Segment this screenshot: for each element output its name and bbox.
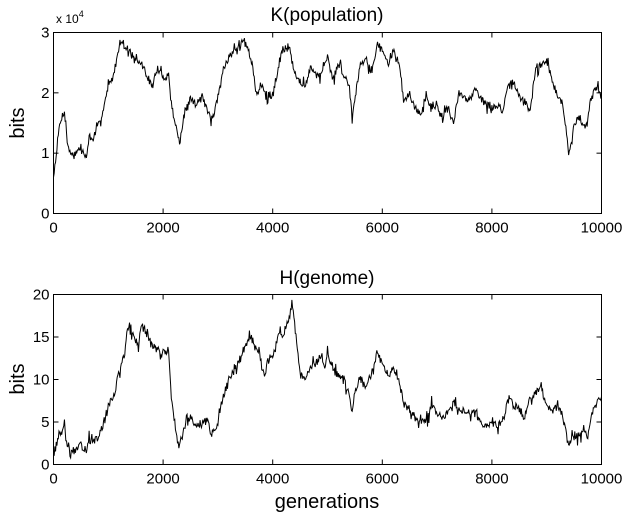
h-genome-axes-box [53,294,602,465]
x-tick-label: 6000 [366,220,399,237]
y-tick-label: 20 [33,287,50,304]
h-genome-panel: H(genome) bits generations 0 2000 4000 6000… [7,268,622,513]
k-population-axes-box [53,32,602,214]
x-tick-label: 0 [49,471,57,488]
x-axis-label: generations [275,491,380,513]
x-tick-label: 8000 [475,471,508,488]
x-tick-label: 0 [49,220,57,237]
y-tick-label: 15 [33,329,50,346]
x-tick-label: 8000 [475,220,508,237]
x-tick-label: 2000 [146,471,179,488]
y-tick-label: 0 [41,457,49,474]
k-population-line [53,38,602,178]
x-tick-label: 10000 [581,471,623,488]
y-multiplier-label: x 104 [56,9,84,26]
y-tick-label: 1 [41,145,49,162]
y-tick-label: 3 [41,25,49,42]
x-tick-label: 4000 [256,220,289,237]
y-tick-label: 10 [33,372,50,389]
x-tick-label: 10000 [581,220,623,237]
x-tick-label: 2000 [146,220,179,237]
h-genome-title: H(genome) [279,268,374,289]
k-population-ticks: 0 2000 4000 6000 8000 10000 0 1 2 3 [41,25,622,237]
h-genome-ticks: 0 2000 4000 6000 8000 10000 0 5 10 15 20 [33,287,623,488]
k-population-panel: K(population) x 104 bits 0 2000 4000 6000 80… [7,5,622,237]
k-population-y-axis-label: bits [7,107,29,138]
k-population-title: K(population) [270,5,383,26]
h-genome-line [53,299,602,460]
x-tick-label: 4000 [256,471,289,488]
h-genome-y-axis-label: bits [7,363,29,394]
y-tick-label: 2 [41,85,49,102]
x-tick-label: 6000 [366,471,399,488]
y-tick-label: 0 [41,206,49,223]
y-tick-label: 5 [41,414,49,431]
